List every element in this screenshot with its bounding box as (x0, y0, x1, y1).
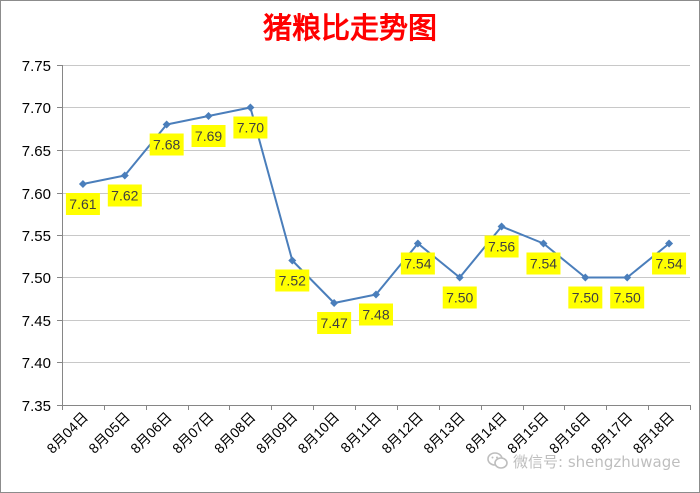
data-label-text: 7.68 (153, 137, 180, 153)
data-label: 7.50 (610, 286, 645, 309)
data-label: 7.50 (442, 286, 477, 309)
data-label: 7.54 (652, 252, 687, 275)
data-point (455, 273, 464, 282)
data-point (288, 256, 297, 265)
data-point (204, 112, 213, 120)
data-point (372, 290, 380, 299)
x-tick-label: 8月15日 (504, 409, 552, 457)
data-label-background (149, 133, 184, 156)
y-tick-label: 7.45 (22, 313, 51, 330)
data-label: 7.61 (65, 193, 100, 215)
x-tick-label: 8月13日 (420, 409, 468, 457)
y-tick-label: 7.50 (22, 270, 51, 287)
data-label: 7.68 (149, 133, 184, 156)
data-label-text: 7.69 (195, 128, 222, 144)
x-tick-label: 8月17日 (588, 409, 636, 457)
data-label-text: 7.54 (655, 256, 682, 272)
data-label-text: 7.47 (321, 315, 348, 331)
data-label-background (191, 125, 226, 147)
chart-title: 猪粮比走势图 (262, 11, 437, 45)
x-tick-label: 8月16日 (546, 409, 594, 457)
data-label: 7.50 (568, 286, 603, 309)
data-label-background (652, 252, 687, 275)
data-label: 7.69 (191, 125, 226, 147)
data-label-background (568, 286, 603, 309)
data-label: 7.48 (359, 303, 393, 326)
data-label-background (442, 286, 477, 309)
y-tick-label: 7.65 (22, 143, 51, 160)
data-label-text: 7.56 (488, 239, 515, 255)
data-point (497, 222, 506, 231)
data-label-background (484, 235, 519, 258)
x-tick-label: 8月11日 (337, 409, 384, 456)
data-point (539, 239, 548, 248)
data-label-text: 7.48 (362, 307, 389, 323)
data-point (162, 120, 171, 129)
data-label-background (359, 303, 393, 326)
x-tick-label: 8月18日 (630, 409, 678, 457)
data-point (581, 273, 590, 282)
data-label-background (65, 193, 100, 215)
x-tick-label: 8月05日 (85, 409, 133, 457)
y-tick-label: 7.35 (22, 398, 51, 415)
data-label: 7.54 (400, 252, 435, 275)
y-tick-label: 7.70 (22, 100, 51, 117)
data-point (413, 239, 422, 248)
data-point (665, 239, 674, 248)
data-label-text: 7.54 (530, 256, 557, 272)
data-point (120, 171, 129, 180)
x-tick-label: 8月08日 (211, 409, 259, 457)
y-tick-label: 7.75 (22, 58, 51, 75)
data-label: 7.54 (526, 252, 561, 275)
data-label: 7.62 (107, 184, 142, 207)
data-label-text: 7.50 (614, 290, 641, 306)
x-tick-label: 8月10日 (295, 409, 343, 457)
data-label-background (107, 184, 142, 207)
data-label: 7.56 (484, 235, 519, 258)
data-label-text: 7.52 (279, 273, 306, 289)
data-label-text: 7.54 (404, 256, 431, 272)
y-tick-label: 7.55 (22, 228, 51, 245)
x-tick-label: 8月06日 (127, 409, 175, 457)
data-label-text: 7.70 (237, 120, 264, 136)
data-label: 7.52 (275, 269, 310, 292)
data-label-background (610, 286, 645, 309)
data-label-text: 7.50 (572, 290, 599, 306)
data-label-background (275, 269, 310, 292)
data-label-background (400, 252, 435, 275)
x-tick-label: 8月12日 (378, 409, 426, 457)
y-tick-label: 7.40 (22, 355, 51, 372)
y-tick-label: 7.60 (22, 186, 51, 203)
data-point (78, 180, 87, 188)
data-point (623, 273, 632, 282)
data-point (330, 299, 339, 307)
data-label-background (233, 116, 268, 139)
data-label-text: 7.50 (446, 290, 473, 306)
x-tick-label: 8月04日 (43, 409, 91, 457)
data-label-text: 7.61 (69, 196, 96, 212)
data-label-text: 7.62 (111, 188, 138, 204)
data-label: 7.70 (233, 116, 268, 139)
data-point (246, 103, 255, 112)
data-label-background (317, 312, 352, 334)
data-label-background (526, 252, 561, 275)
data-label: 7.47 (317, 312, 352, 334)
x-tick-label: 8月09日 (253, 409, 301, 457)
x-tick-label: 8月14日 (462, 409, 510, 457)
x-tick-label: 8月07日 (169, 409, 217, 457)
